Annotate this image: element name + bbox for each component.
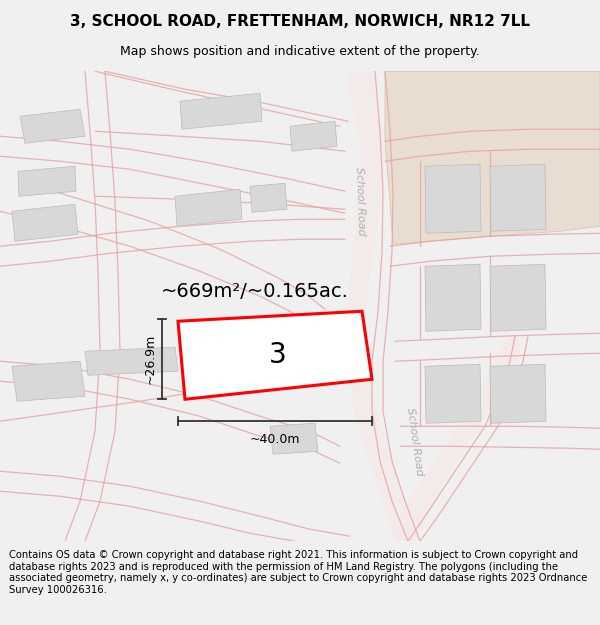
Polygon shape [345,71,415,541]
Polygon shape [490,164,546,231]
Polygon shape [490,264,546,331]
Text: Contains OS data © Crown copyright and database right 2021. This information is : Contains OS data © Crown copyright and d… [9,550,587,595]
Text: School Road: School Road [405,406,425,476]
Text: ~669m²/~0.165ac.: ~669m²/~0.165ac. [161,282,349,301]
Text: Map shows position and indicative extent of the property.: Map shows position and indicative extent… [120,44,480,58]
Polygon shape [290,121,337,151]
Polygon shape [425,364,481,423]
Polygon shape [395,331,520,541]
Text: School Road: School Road [354,167,366,236]
Text: ~26.9m: ~26.9m [143,334,157,384]
Polygon shape [180,93,262,129]
Polygon shape [20,109,85,143]
Text: ~40.0m: ~40.0m [250,432,300,446]
Polygon shape [250,183,287,213]
Polygon shape [490,364,546,423]
Polygon shape [270,423,318,454]
Polygon shape [200,323,350,374]
Polygon shape [12,204,78,241]
Polygon shape [18,166,76,196]
Polygon shape [12,361,85,401]
Polygon shape [425,164,481,233]
Text: 3: 3 [269,341,287,369]
Polygon shape [178,311,372,399]
Polygon shape [385,71,600,244]
Polygon shape [175,189,242,226]
Text: 3, SCHOOL ROAD, FRETTENHAM, NORWICH, NR12 7LL: 3, SCHOOL ROAD, FRETTENHAM, NORWICH, NR1… [70,14,530,29]
Polygon shape [425,264,481,331]
Polygon shape [85,348,178,375]
